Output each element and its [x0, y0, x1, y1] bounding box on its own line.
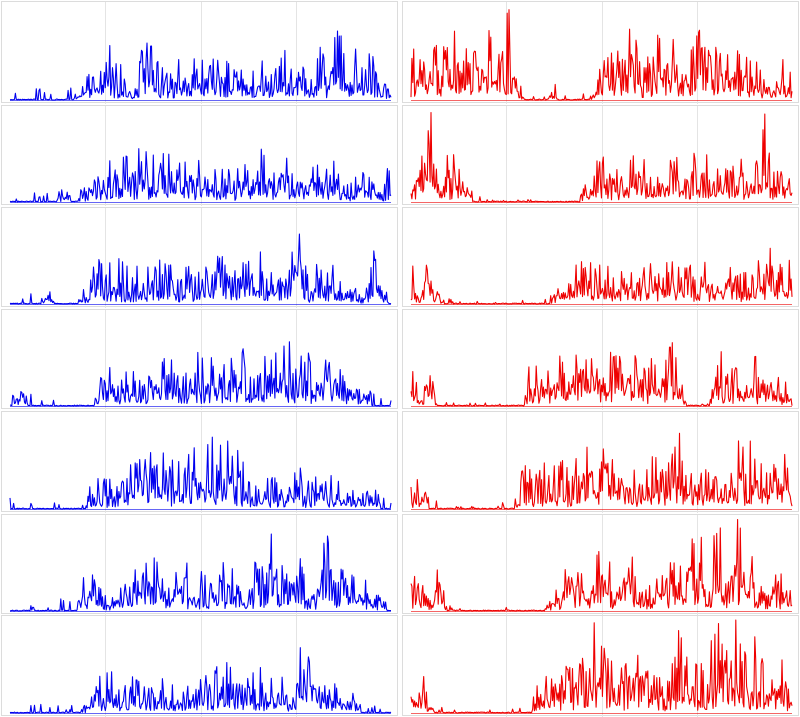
chart-panel-right-row-7: [402, 615, 799, 717]
blue-series-line: [9, 30, 392, 101]
chart-panel-right-row-3: [402, 207, 799, 308]
red-series-line: [410, 342, 793, 407]
red-series-line: [410, 112, 793, 203]
red-series-line: [410, 619, 793, 714]
chart-panel-right-row-5: [402, 411, 799, 513]
red-series-line: [410, 432, 793, 510]
line-plot: [9, 616, 392, 717]
chart-panel-right-row-2: [402, 105, 799, 206]
chart-panel-left-row-4: [1, 309, 398, 410]
blue-series-line: [9, 436, 392, 510]
blue-series-line: [9, 341, 392, 407]
chart-panel-left-row-3: [1, 207, 398, 308]
red-series-line: [410, 9, 793, 101]
line-plot: [410, 412, 793, 513]
blue-series-line: [9, 647, 392, 714]
red-series-line: [410, 518, 793, 612]
line-plot: [410, 310, 793, 410]
line-plot: [410, 106, 793, 206]
chart-panel-left-row-5: [1, 411, 398, 513]
line-plot: [9, 2, 392, 104]
line-plot: [410, 515, 793, 615]
chart-panel-right-row-4: [402, 309, 799, 410]
chart-panel-left-row-2: [1, 105, 398, 206]
blue-series-line: [9, 148, 392, 203]
chart-panel-right-row-6: [402, 514, 799, 615]
line-plot: [9, 208, 392, 308]
line-plot: [410, 208, 793, 308]
red-series-line: [410, 247, 793, 305]
line-plot: [10, 515, 391, 615]
line-plot: [9, 106, 392, 206]
blue-series-line: [9, 233, 392, 305]
line-plot: [410, 2, 793, 104]
chart-panel-right-row-1: [402, 1, 799, 104]
blue-series-line: [10, 533, 391, 612]
chart-panel-left-row-6: [1, 514, 398, 615]
line-plot: [9, 412, 392, 513]
line-plot: [410, 616, 793, 717]
line-plot: [9, 310, 392, 410]
chart-panel-left-row-1: [1, 1, 398, 104]
chart-panel-left-row-7: [1, 615, 398, 717]
